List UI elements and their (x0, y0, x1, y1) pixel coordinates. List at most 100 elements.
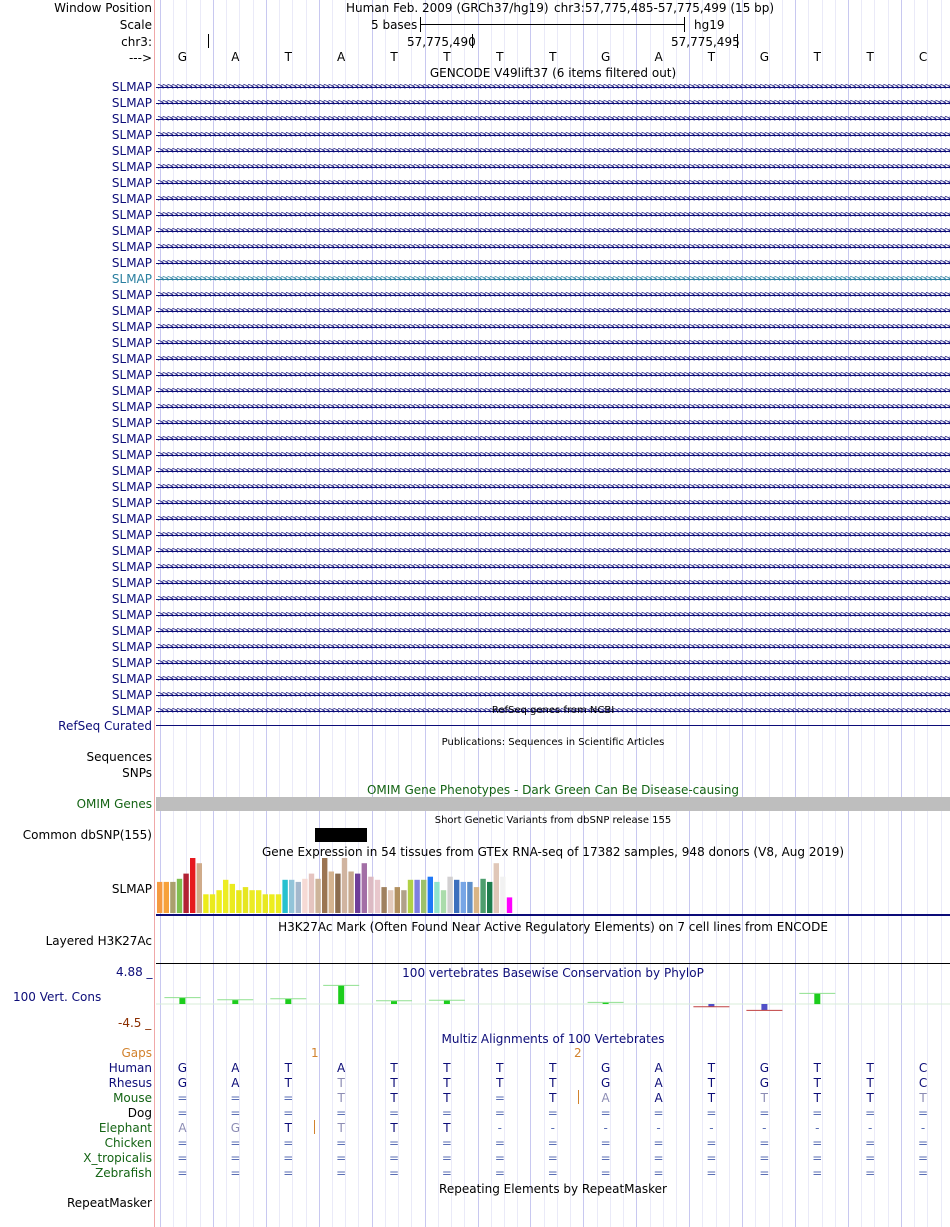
gtex-tissue-bar[interactable] (335, 873, 341, 913)
publications-label-sequences[interactable]: Sequences (86, 750, 152, 764)
gencode-transcript-label[interactable]: SLMAP (111, 544, 152, 558)
gencode-transcript-label[interactable]: SLMAP (111, 192, 152, 206)
gencode-transcript-label[interactable]: SLMAP (111, 176, 152, 190)
gencode-transcript-line[interactable] (156, 343, 950, 344)
gencode-transcript-line[interactable] (156, 311, 950, 312)
gencode-transcript-label[interactable]: SLMAP (111, 688, 152, 702)
cons-score-bar[interactable] (602, 1002, 609, 1004)
gtex-tissue-bar[interactable] (487, 881, 493, 913)
gtex-tissue-bar[interactable] (236, 890, 242, 913)
species-label[interactable]: Zebrafish (95, 1166, 152, 1180)
gencode-transcript-label[interactable]: SLMAP (111, 608, 152, 622)
gtex-tissue-bar[interactable] (302, 878, 308, 913)
gencode-transcript-line[interactable] (156, 151, 950, 152)
gtex-tissue-bar[interactable] (434, 881, 440, 913)
publications-label-snps[interactable]: SNPs (122, 766, 152, 780)
gencode-transcript-label[interactable]: SLMAP (111, 256, 152, 270)
gencode-transcript-line[interactable] (156, 247, 950, 248)
cons-score-bar[interactable] (338, 985, 345, 1005)
gtex-tissue-bar[interactable] (341, 858, 348, 913)
gtex-tissue-bar[interactable] (480, 878, 486, 913)
gtex-tissue-bar[interactable] (216, 890, 222, 913)
refseq-line[interactable] (156, 725, 950, 726)
cons-track-title[interactable]: 100 vertebrates Basewise Conservation by… (402, 966, 704, 980)
dbsnp-track-label[interactable]: Common dbSNP(155) (22, 828, 152, 842)
gencode-transcript-label[interactable]: SLMAP (111, 672, 152, 686)
gencode-transcript-label[interactable]: SLMAP (111, 208, 152, 222)
gencode-transcript-line[interactable] (156, 375, 950, 376)
gencode-transcript-label[interactable]: SLMAP (111, 384, 152, 398)
gtex-tissue-bar[interactable] (460, 881, 466, 913)
gencode-transcript-line[interactable] (156, 103, 950, 104)
gencode-transcript-line[interactable] (156, 407, 950, 408)
cons-score-bar[interactable] (285, 998, 292, 1004)
cons-score-bar[interactable] (179, 997, 186, 1004)
gencode-transcript-label[interactable]: SLMAP (111, 320, 152, 334)
gtex-tissue-bar[interactable] (229, 883, 235, 913)
gencode-transcript-label[interactable]: SLMAP (111, 336, 152, 350)
gencode-transcript-label[interactable]: SLMAP (111, 640, 152, 654)
gencode-transcript-label[interactable]: SLMAP (111, 448, 152, 462)
gtex-tissue-bar[interactable] (275, 894, 282, 913)
gencode-transcript-line[interactable] (156, 87, 950, 88)
gtex-tissue-bar[interactable] (407, 879, 414, 913)
gencode-transcript-line[interactable] (156, 711, 950, 712)
gtex-tissue-bar[interactable] (374, 879, 381, 913)
gtex-tissue-bar[interactable] (506, 897, 513, 913)
species-label[interactable]: Rhesus (108, 1076, 152, 1090)
gencode-transcript-line[interactable] (156, 231, 950, 232)
gtex-tissue-bar[interactable] (262, 894, 268, 913)
gencode-transcript-line[interactable] (156, 279, 950, 280)
cons-score-bar[interactable] (443, 1000, 450, 1004)
gencode-transcript-label[interactable]: SLMAP (111, 528, 152, 542)
gtex-tissue-bar[interactable] (473, 887, 480, 913)
refseq-track-title[interactable]: RefSeq genes from NCBI (491, 705, 615, 716)
gencode-transcript-line[interactable] (156, 535, 950, 536)
gencode-transcript-label[interactable]: SLMAP (111, 80, 152, 94)
gencode-transcript-line[interactable] (156, 167, 950, 168)
gencode-transcript-label[interactable]: SLMAP (111, 224, 152, 238)
species-label[interactable]: Dog (127, 1106, 152, 1120)
gencode-transcript-line[interactable] (156, 615, 950, 616)
gtex-tissue-bar[interactable] (368, 876, 374, 913)
h3k27ac-track-label[interactable]: Layered H3K27Ac (45, 934, 152, 948)
gtex-tissue-bar[interactable] (190, 858, 196, 913)
gtex-tissue-bar[interactable] (176, 878, 183, 913)
gtex-tissue-bar[interactable] (447, 876, 453, 913)
gencode-transcript-line[interactable] (156, 663, 950, 664)
gencode-transcript-line[interactable] (156, 551, 950, 552)
dbsnp-track-title[interactable]: Short Genetic Variants from dbSNP releas… (434, 815, 672, 826)
cons-score-bar[interactable] (391, 1000, 397, 1004)
dbsnp-variant-bar[interactable] (315, 828, 367, 842)
gtex-tissue-bar[interactable] (282, 879, 288, 913)
cons-score-bar[interactable] (708, 1004, 715, 1007)
gtex-tissue-bar[interactable] (328, 871, 334, 914)
gencode-transcript-label[interactable]: SLMAP (111, 112, 152, 126)
gencode-transcript-label[interactable]: SLMAP (111, 624, 152, 638)
gencode-transcript-line[interactable] (156, 567, 950, 568)
gtex-track-title[interactable]: Gene Expression in 54 tissues from GTEx … (261, 845, 845, 859)
gtex-tissue-bar[interactable] (170, 881, 176, 913)
species-label[interactable]: X_tropicalis (83, 1151, 152, 1165)
gtex-tissue-bar[interactable] (242, 887, 249, 913)
gencode-transcript-label[interactable]: SLMAP (111, 128, 152, 142)
gtex-tissue-bar[interactable] (394, 887, 400, 913)
gencode-transcript-label[interactable]: SLMAP (111, 304, 152, 318)
cons-score-bar[interactable] (761, 1004, 768, 1011)
omim-track-title[interactable]: OMIM Gene Phenotypes - Dark Green Can Be… (366, 783, 740, 797)
gencode-transcript-line[interactable] (156, 679, 950, 680)
gencode-transcript-label[interactable]: SLMAP (111, 560, 152, 574)
gtex-tissue-bar[interactable] (355, 873, 361, 913)
gencode-transcript-line[interactable] (156, 503, 950, 504)
publications-track-title[interactable]: Publications: Sequences in Scientific Ar… (441, 737, 665, 748)
gencode-transcript-label[interactable]: SLMAP (111, 368, 152, 382)
gtex-track-label[interactable]: SLMAP (111, 882, 152, 896)
gencode-transcript-label[interactable]: SLMAP (111, 352, 152, 366)
gtex-tissue-bar[interactable] (322, 858, 328, 913)
species-label[interactable]: Human (108, 1061, 152, 1075)
omim-gene-bar[interactable] (156, 797, 950, 811)
species-label[interactable]: Mouse (113, 1091, 152, 1105)
gencode-transcript-label[interactable]: SLMAP (111, 288, 152, 302)
gencode-transcript-line[interactable] (156, 359, 950, 360)
gtex-tissue-bar[interactable] (183, 873, 189, 913)
